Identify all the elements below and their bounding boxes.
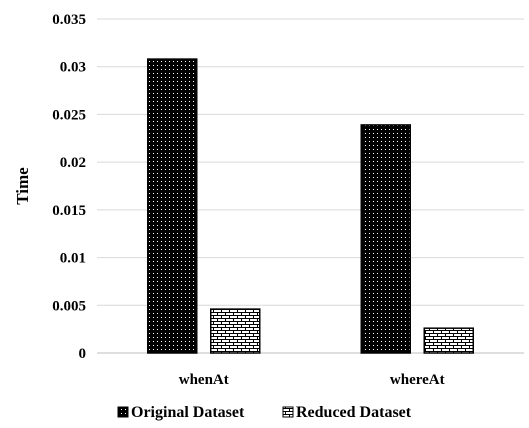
x-tick-label: whereAt xyxy=(390,372,445,388)
legend-label: Reduced Dataset xyxy=(296,404,412,421)
y-axis-title: Time xyxy=(13,167,32,205)
y-tick-label: 0.03 xyxy=(60,60,86,76)
y-tick-label: 0 xyxy=(79,346,87,362)
y-tick-label: 0.015 xyxy=(52,203,86,219)
bar-dots-whenAt xyxy=(147,58,198,354)
bar-dots-whereAt xyxy=(360,124,411,354)
y-tick-label: 0.035 xyxy=(52,12,86,28)
y-tick-label: 0.005 xyxy=(52,298,86,314)
y-tick-label: 0.02 xyxy=(60,155,86,171)
y-axis-ticks: 0 0.005 0.01 0.015 0.02 0.025 0.03 0.035 xyxy=(52,12,86,362)
y-tick-label: 0.025 xyxy=(52,107,86,123)
x-tick-label: whenAt xyxy=(179,372,229,388)
legend: Original Dataset Reduced Dataset xyxy=(117,404,412,421)
bars xyxy=(147,58,474,354)
legend-swatch-dots xyxy=(117,406,129,418)
bar-bricks-whereAt xyxy=(423,327,474,354)
y-tick-label: 0.01 xyxy=(60,251,86,267)
x-axis-labels: whenAt whereAt xyxy=(179,372,445,388)
legend-swatch-bricks xyxy=(282,406,294,418)
legend-label: Original Dataset xyxy=(131,404,245,421)
bar-bricks-whenAt xyxy=(210,308,261,354)
